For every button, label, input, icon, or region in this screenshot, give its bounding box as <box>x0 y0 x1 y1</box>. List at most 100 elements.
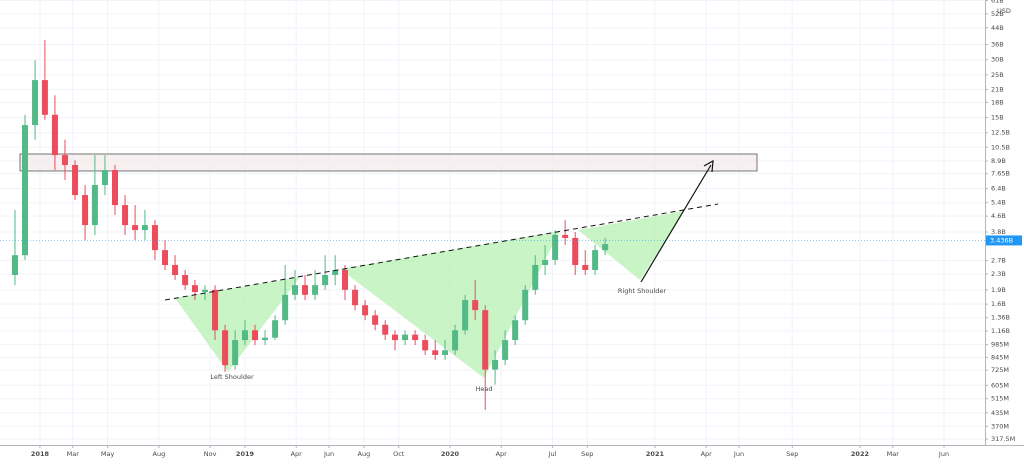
candle-body <box>41 80 48 115</box>
x-tick-label: Oct <box>393 450 405 458</box>
candle-body <box>352 289 359 306</box>
candle-body <box>342 270 349 290</box>
candle-body <box>151 225 158 251</box>
candle-body <box>72 164 79 196</box>
candle-body <box>452 330 459 351</box>
y-tick-label: 845M <box>991 353 1009 361</box>
last-price-label: 3.436B <box>990 236 1013 244</box>
candle-body <box>382 324 389 335</box>
x-tick-label: 2019 <box>236 450 255 458</box>
y-tick-label: 6.4B <box>991 185 1006 193</box>
y-tick-label: 605M <box>991 381 1009 389</box>
candle-body <box>592 250 599 271</box>
candle-body <box>82 195 89 226</box>
x-tick-label: Apr <box>291 450 303 458</box>
x-tick-label: May <box>101 450 115 458</box>
candle-body <box>402 334 409 341</box>
candle-body <box>282 294 289 321</box>
y-tick-label: 61B <box>991 0 1004 5</box>
y-tick-label: 1.16B <box>991 327 1010 335</box>
y-tick-label: 18B <box>991 98 1004 106</box>
annotation: Right Shoulder <box>618 287 666 295</box>
candle-body <box>422 340 429 351</box>
y-tick-label: 5.4B <box>991 199 1006 207</box>
y-tick-label: 25B <box>991 71 1004 79</box>
x-tick-label: Aug <box>153 450 166 458</box>
y-tick-label: 370M <box>991 422 1009 430</box>
candle-body <box>162 250 169 265</box>
resistance-zone <box>19 153 758 172</box>
candle-body <box>522 289 529 321</box>
y-tick-label: 12.5B <box>991 129 1010 137</box>
x-tick-label: 2022 <box>851 450 869 458</box>
y-tick-label: 8.9B <box>991 157 1006 165</box>
candle-body <box>61 155 68 165</box>
y-tick-label: 44B <box>991 24 1004 32</box>
candle-body <box>372 315 379 325</box>
candle-body <box>392 334 399 341</box>
candle-body <box>482 310 489 370</box>
annotation: Left Shoulder <box>210 373 254 381</box>
y-tick-label: 15B <box>991 114 1004 122</box>
x-tick-label: 2021 <box>646 450 665 458</box>
y-tick-label: 435M <box>991 409 1009 417</box>
candle-body <box>532 264 539 290</box>
x-tick-label: Jun <box>938 450 949 458</box>
candle-body <box>272 320 279 338</box>
y-tick-label: 515M <box>991 395 1009 403</box>
candle-body <box>502 340 509 360</box>
right-shoulder-zone <box>578 211 684 280</box>
candle-body <box>472 300 479 311</box>
arrow-head <box>703 159 714 173</box>
y-tick-label: 36B <box>991 41 1004 49</box>
x-tick-label: Nov <box>204 450 217 458</box>
y-tick-label: 21B <box>991 85 1004 93</box>
candle-body <box>201 289 208 293</box>
candle-body <box>212 289 219 331</box>
y-tick-label: 725M <box>991 366 1009 374</box>
candle-body <box>542 259 549 265</box>
candle-body <box>51 114 58 156</box>
annotation: Head <box>476 385 493 393</box>
x-tick-label: Jun <box>733 450 744 458</box>
candle-body <box>112 170 119 206</box>
x-tick-label: Mar <box>887 450 900 458</box>
x-tick-label: Apr <box>701 450 713 458</box>
candle-body <box>232 340 239 366</box>
y-tick-label: 317.5M <box>991 435 1015 443</box>
candle-body <box>312 285 319 295</box>
candle-body <box>582 264 589 271</box>
y-tick-label: 1.36B <box>991 314 1010 322</box>
candle-body <box>412 334 419 341</box>
candle-body <box>141 225 148 231</box>
candle-body <box>442 350 449 355</box>
candle-body <box>562 234 569 238</box>
candle-body <box>552 234 559 260</box>
candle-body <box>122 205 129 226</box>
candle-body <box>512 320 519 341</box>
candle-body <box>22 125 29 256</box>
candle-body <box>32 80 39 126</box>
candle-body <box>572 237 579 265</box>
candle-body <box>302 285 309 295</box>
candle-body <box>462 300 469 331</box>
candle-body <box>172 264 179 276</box>
y-tick-label: 1.6B <box>991 300 1006 308</box>
candle-body <box>222 330 229 366</box>
y-tick-label: 3.8B <box>991 228 1006 236</box>
candle-body <box>332 270 339 276</box>
y-tick-label: 30B <box>991 56 1004 64</box>
x-tick-label: 2018 <box>31 450 50 458</box>
x-tick-label: 2020 <box>441 450 460 458</box>
candle-body <box>191 285 198 293</box>
currency-label: USD <box>997 7 1011 15</box>
candle-body <box>241 330 248 341</box>
x-tick-label: Apr <box>496 450 508 458</box>
y-tick-label: 10.5B <box>991 143 1010 151</box>
candle-body <box>492 359 499 370</box>
head-zone <box>340 231 560 378</box>
y-tick-label: 1.9B <box>991 286 1006 294</box>
